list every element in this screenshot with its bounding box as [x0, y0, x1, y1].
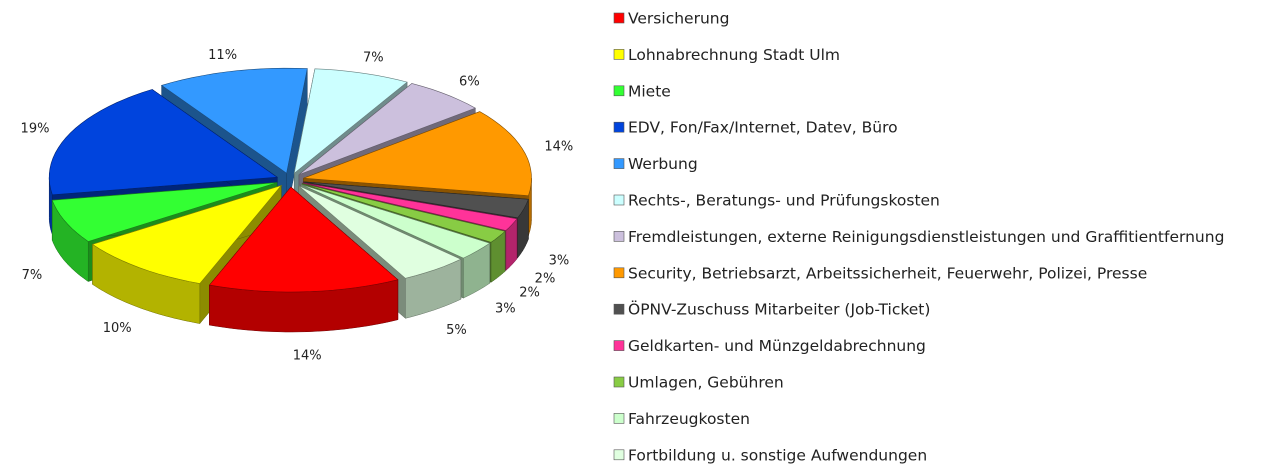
data-label: 3% — [495, 302, 516, 317]
slice — [48, 89, 279, 196]
legend-label: Fremdleistungen, externe Reinigungsdiens… — [628, 228, 1224, 246]
legend-swatch — [613, 231, 625, 242]
legend-swatch — [613, 85, 625, 97]
data-label: 3% — [549, 253, 570, 268]
data-label: 19% — [21, 121, 50, 136]
legend-swatch — [613, 413, 625, 424]
legend-swatch — [613, 12, 625, 24]
legend-swatch — [613, 194, 625, 206]
slice — [303, 181, 529, 219]
legend-swatch — [613, 267, 625, 279]
slice — [300, 184, 491, 259]
legend-swatch — [613, 449, 625, 461]
data-label: 5% — [446, 323, 467, 338]
data-label: 14% — [544, 140, 573, 155]
legend-label: Lohnabrechnung Stadt Ulm — [628, 46, 840, 64]
slice — [298, 185, 462, 279]
legend-swatch — [613, 49, 625, 60]
data-label: 2% — [535, 272, 556, 287]
data-label: 11% — [208, 48, 237, 63]
legend-swatch — [613, 121, 625, 133]
pie — [48, 67, 532, 333]
data-label: 10% — [103, 321, 132, 336]
legend-label: Versicherung — [628, 10, 729, 28]
legend-label: Fortbildung u. sonstige Aufwendungen — [628, 446, 927, 464]
slice — [91, 184, 283, 284]
data-label: 6% — [459, 75, 480, 90]
slice — [208, 186, 399, 293]
legend-label: Geldkarten- und Münzgeldabrechnung — [628, 337, 926, 355]
legend-label: Umlagen, Gebühren — [628, 374, 784, 392]
slice — [51, 182, 278, 242]
legend-label: Fahrzeugkosten — [628, 410, 750, 428]
legend-swatch — [613, 376, 625, 388]
legend-swatch — [613, 158, 625, 169]
slice — [293, 68, 408, 175]
data-label: 14% — [293, 348, 322, 363]
slice — [298, 83, 477, 175]
legend-label: Miete — [628, 82, 671, 100]
slice — [302, 182, 518, 231]
slice — [302, 183, 506, 243]
data-label: 2% — [519, 286, 540, 301]
slice — [160, 67, 308, 174]
legend-swatch — [613, 340, 625, 351]
legend-label: EDV, Fon/Fax/Internet, Datev, Büro — [628, 119, 898, 137]
legend-swatch — [613, 303, 625, 315]
legend-label: Rechts-, Beratungs- und Prüfungskosten — [628, 192, 940, 210]
legend-label: Security, Betriebsarzt, Arbeitssicherhei… — [628, 264, 1147, 282]
data-label: 7% — [22, 268, 43, 283]
data-label: 7% — [363, 50, 384, 65]
legend-label: ÖPNV-Zuschuss Mitarbeiter (Job-Ticket) — [628, 300, 930, 319]
slice — [303, 111, 532, 197]
legend-label: Werbung — [628, 155, 698, 173]
